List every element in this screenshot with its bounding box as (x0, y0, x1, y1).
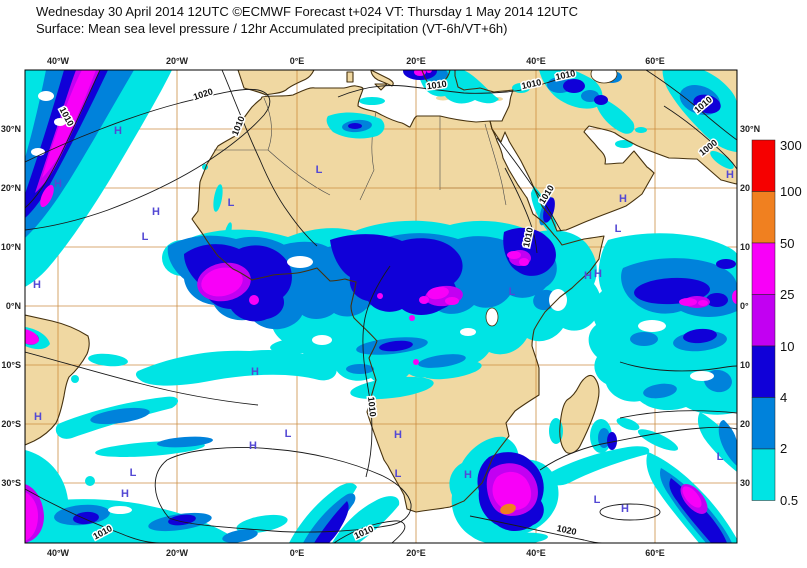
lat-label-left: 30°S (1, 478, 21, 488)
high-pressure-marker: H (249, 440, 257, 452)
legend-value: 25 (780, 287, 794, 302)
lat-label-left: 0°N (6, 301, 21, 311)
legend-value: 100 (780, 184, 802, 199)
nile-river (484, 123, 507, 206)
high-pressure-marker: H (33, 279, 41, 291)
high-pressure-marker: H (464, 469, 472, 481)
lake-victoria (485, 307, 499, 327)
lat-label-left: 20°N (1, 183, 21, 193)
lat-label-right: 30 (740, 478, 750, 488)
title-line-1: Wednesday 30 April 2014 12UTC ©ECMWF For… (36, 4, 578, 19)
axis-labels: 40°W 40°W 20°W 20°W 0°E 0°E 20°E 20°E 40°E 40°E 60… (1, 56, 760, 558)
isobar-label: 1010 (366, 396, 378, 417)
high-pressure-marker: H (251, 366, 259, 378)
low-pressure-marker: L (316, 164, 323, 176)
legend-value: 50 (780, 236, 794, 251)
low-pressure-marker: L (615, 223, 622, 235)
legend-value: 10 (780, 339, 794, 354)
title-line-2: Surface: Mean sea level pressure / 12hr … (36, 21, 508, 36)
lon-label-top: 20°E (406, 56, 426, 66)
lakes (485, 70, 618, 327)
low-pressure-marker: L (395, 468, 402, 480)
lon-label-top: 20°W (166, 56, 189, 66)
isobar-label: 1010 (426, 79, 447, 92)
low-pressure-marker: L (594, 494, 601, 506)
lat-label-right: 30°N (740, 124, 760, 134)
lon-label-top: 40°E (526, 56, 546, 66)
high-pressure-marker: H (114, 125, 122, 137)
high-pressure-marker: H (619, 193, 627, 205)
border-line (263, 97, 272, 151)
caspian-sea (590, 70, 618, 84)
lat-label-right: 20 (740, 419, 750, 429)
high-pressure-marker: H (726, 169, 734, 181)
border-line (267, 149, 331, 196)
high-pressure-marker: H (34, 411, 42, 423)
high-pressure-marker: H (121, 488, 129, 500)
lon-label-top: 40°W (47, 56, 70, 66)
lon-label-bottom: 20°W (166, 548, 189, 558)
lon-label-bottom: 0°E (290, 548, 305, 558)
sardinia-land (347, 72, 353, 82)
high-pressure-marker: H (621, 503, 629, 515)
lon-label-bottom: 20°E (406, 548, 426, 558)
lat-label-left: 20°S (1, 419, 21, 429)
legend-value: 2 (780, 441, 787, 456)
low-pressure-marker: L (285, 428, 292, 440)
chart-header: Wednesday 30 April 2014 12UTC ©ECMWF For… (36, 3, 578, 37)
legend-value: 4 (780, 390, 787, 405)
lat-label-right: 10 (740, 242, 750, 252)
legend-color-block (751, 345, 776, 398)
lat-label-left: 10°N (1, 242, 21, 252)
map-border (24, 69, 738, 544)
low-pressure-marker: L (509, 286, 516, 298)
precipitation-shading (25, 70, 737, 543)
lat-label-right: 0° (740, 301, 749, 311)
legend-value: 0.5 (780, 493, 798, 508)
legend-color-block (751, 139, 776, 192)
legend-color-block (751, 191, 776, 244)
high-pressure-marker: H (594, 268, 602, 280)
legend-color-block (751, 242, 776, 295)
lon-label-top: 0°E (290, 56, 305, 66)
lat-label-right: 20 (740, 183, 750, 193)
rain-band-50mm (500, 503, 516, 515)
high-pressure-marker: H (54, 178, 62, 190)
lat-label-left: 30°N (1, 124, 21, 134)
low-pressure-marker: L (130, 467, 137, 479)
precipitation-legend: 300 100 50 25 10 4 2 0.5 (751, 138, 802, 508)
high-pressure-marker: H (584, 270, 592, 282)
lon-label-bottom: 60°E (645, 548, 665, 558)
low-pressure-marker: L (717, 451, 724, 463)
isobars (25, 70, 737, 543)
legend-color-block (751, 448, 776, 501)
lat-label-left: 10°S (1, 360, 21, 370)
rain-band-25mm (25, 70, 737, 541)
lat-label-right: 10 (740, 360, 750, 370)
legend-color-block (751, 397, 776, 450)
high-pressure-marker: H (394, 429, 402, 441)
lon-label-bottom: 40°W (47, 548, 70, 558)
low-pressure-marker: L (142, 231, 149, 243)
lon-label-bottom: 40°E (526, 548, 546, 558)
low-pressure-marker: L (228, 197, 235, 209)
legend-value: 300 (780, 138, 802, 153)
high-pressure-marker: H (152, 206, 160, 218)
legend-color-block (751, 294, 776, 347)
lon-label-top: 60°E (645, 56, 665, 66)
